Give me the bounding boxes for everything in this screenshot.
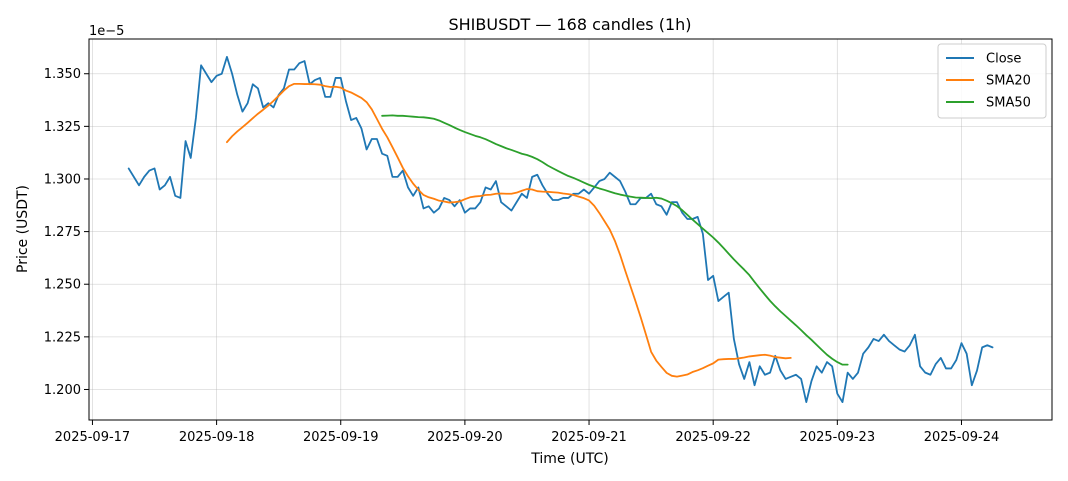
y-axis-label: Price (USDT) [15,185,31,273]
legend: Close SMA20 SMA50 [937,43,1047,119]
series-layer [127,55,994,404]
x-tick-label: 2025-09-22 [675,430,751,445]
legend-box [937,43,1047,119]
x-tick-label: 2025-09-18 [179,430,255,445]
plot-frame [88,38,1053,421]
y-axis-multiplier: 1e−5 [89,24,124,39]
x-tick-label: 2025-09-17 [55,430,131,445]
x-tick-label: 2025-09-21 [551,430,627,445]
legend-label-sma20: SMA20 [986,74,1031,89]
y-tick-label: 1.200 [44,383,81,398]
y-tick-label: 1.225 [44,330,81,345]
series-line-sma50 [381,114,849,366]
x-tick-label: 2025-09-24 [924,430,1000,445]
x-tick-label: 2025-09-23 [800,430,876,445]
y-tick-label: 1.250 [44,278,81,293]
grid [89,39,1052,420]
series-line-sma20 [226,82,792,378]
y-tick-label: 1.325 [44,120,81,135]
x-tick-label: 2025-09-19 [303,430,379,445]
chart-title: SHIBUSDT — 168 candles (1h) [448,15,691,34]
series-line-close [127,55,994,404]
x-axis: 2025-09-17 2025-09-18 2025-09-19 2025-09-20… [55,420,1000,445]
x-tick-label: 2025-09-20 [427,430,503,445]
y-tick-label: 1.350 [44,67,81,82]
y-tick-label: 1.300 [44,172,81,187]
legend-label-close: Close [986,52,1021,67]
y-axis: 1.200 1.225 1.250 1.275 1.300 1.325 1.350 [44,67,89,398]
y-tick-label: 1.275 [44,225,81,240]
legend-label-sma50: SMA50 [986,96,1031,111]
x-axis-label: Time (UTC) [530,451,608,467]
